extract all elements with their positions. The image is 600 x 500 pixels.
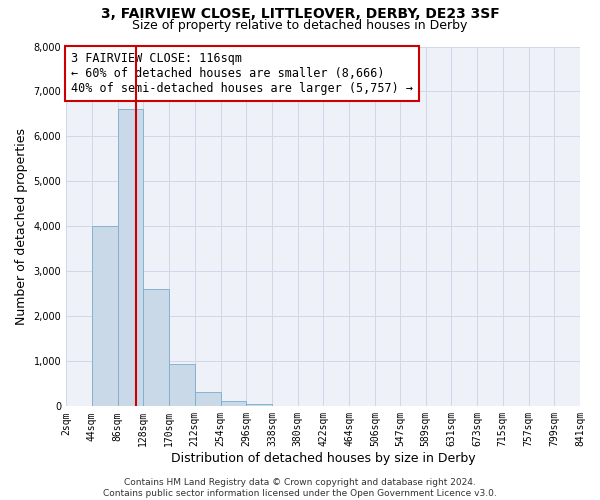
- Y-axis label: Number of detached properties: Number of detached properties: [15, 128, 28, 325]
- Text: 3 FAIRVIEW CLOSE: 116sqm
← 60% of detached houses are smaller (8,666)
40% of sem: 3 FAIRVIEW CLOSE: 116sqm ← 60% of detach…: [71, 52, 413, 95]
- Bar: [118, 110, 143, 406]
- Bar: [246, 404, 272, 406]
- Bar: [92, 226, 118, 406]
- X-axis label: Distribution of detached houses by size in Derby: Distribution of detached houses by size …: [171, 452, 475, 465]
- Bar: [143, 290, 169, 406]
- Bar: [221, 401, 246, 406]
- Bar: [195, 392, 221, 406]
- Bar: [169, 364, 195, 406]
- Text: 3, FAIRVIEW CLOSE, LITTLEOVER, DERBY, DE23 3SF: 3, FAIRVIEW CLOSE, LITTLEOVER, DERBY, DE…: [101, 8, 499, 22]
- Text: Contains HM Land Registry data © Crown copyright and database right 2024.
Contai: Contains HM Land Registry data © Crown c…: [103, 478, 497, 498]
- Text: Size of property relative to detached houses in Derby: Size of property relative to detached ho…: [133, 18, 467, 32]
